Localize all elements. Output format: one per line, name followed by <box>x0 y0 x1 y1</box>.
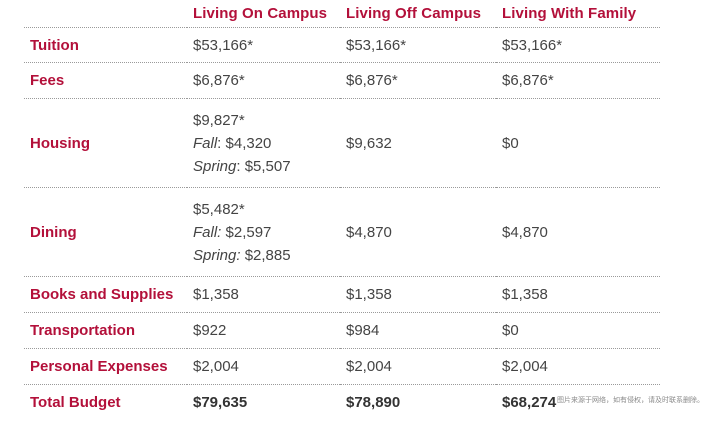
cell-dining-on-campus: $5,482* Fall: $2,597 Spring: $2,885 <box>187 187 340 277</box>
dining-spring-value: $2,885 <box>240 246 291 264</box>
table-row-tuition: Tuition $53,166* $53,166* $53,166* <box>24 27 660 63</box>
cell-books-off-campus: $1,358 <box>340 276 496 313</box>
housing-total: $9,827* <box>193 111 245 129</box>
table-row-books-and-supplies: Books and Supplies $1,358 $1,358 $1,358 <box>24 276 660 313</box>
cell-total-off-campus: $78,890 <box>346 394 401 412</box>
cell-dining-with-family: $4,870 <box>496 187 660 277</box>
table-row-total-budget: Total Budget $79,635 $78,890 $68,274 <box>24 385 660 421</box>
header-blank <box>24 0 187 28</box>
housing-spring-label: Spring <box>193 157 237 175</box>
cost-of-attendance-table: Living On Campus Living Off Campus Livin… <box>24 0 660 421</box>
dining-spring-label: Spring: <box>193 246 241 264</box>
cell-fees-on-campus: $6,876* <box>187 62 340 99</box>
cell-fees-with-family: $6,876* <box>496 62 660 99</box>
table-row-transportation: Transportation $922 $984 $0 <box>24 312 660 349</box>
header-living-with-family: Living With Family <box>496 0 660 28</box>
header-living-on-campus: Living On Campus <box>187 0 340 28</box>
dining-spring-line: Spring: $2,885 <box>193 244 340 267</box>
cell-tuition-off-campus: $53,166* <box>340 27 496 63</box>
cell-personal-with-family: $2,004 <box>496 348 660 385</box>
dining-total: $5,482* <box>193 200 245 218</box>
table-row-personal-expenses: Personal Expenses $2,004 $2,004 $2,004 <box>24 348 660 385</box>
cell-dining-off-campus: $4,870 <box>340 187 496 277</box>
row-label-housing: Housing <box>24 98 187 188</box>
watermark-text: 图片来源于网络，如有侵权，请及时联系删除。 <box>557 396 704 404</box>
cell-tuition-with-family: $53,166* <box>496 27 660 63</box>
row-label-books-and-supplies: Books and Supplies <box>24 276 187 313</box>
row-label-total-budget: Total Budget <box>30 394 121 412</box>
row-label-dining: Dining <box>24 187 187 277</box>
table-row-housing: Housing $9,827* Fall: $4,320 Spring: $5,… <box>24 98 660 188</box>
cell-personal-on-campus: $2,004 <box>187 348 340 385</box>
housing-spring-line: Spring: $5,507 <box>193 155 340 178</box>
table-row-fees: Fees $6,876* $6,876* $6,876* <box>24 62 660 99</box>
cell-housing-on-campus: $9,827* Fall: $4,320 Spring: $5,507 <box>187 98 340 188</box>
dining-fall-line: Fall: $2,597 <box>193 221 340 244</box>
housing-spring-value: : $5,507 <box>236 157 291 175</box>
cell-housing-with-family: $0 <box>496 98 660 188</box>
dining-fall-value: $2,597 <box>221 223 272 241</box>
cell-tuition-on-campus: $53,166* <box>187 27 340 63</box>
housing-fall-value: : $4,320 <box>217 134 272 152</box>
cell-total-on-campus: $79,635 <box>193 394 248 412</box>
table-row-dining: Dining $5,482* Fall: $2,597 Spring: $2,8… <box>24 187 660 277</box>
table-header-row: Living On Campus Living Off Campus Livin… <box>24 0 660 28</box>
cell-transportation-with-family: $0 <box>496 312 660 349</box>
housing-fall-line: Fall: $4,320 <box>193 132 340 155</box>
row-label-fees: Fees <box>24 62 187 99</box>
row-label-personal-expenses: Personal Expenses <box>24 348 187 385</box>
cell-transportation-off-campus: $984 <box>340 312 496 349</box>
cell-books-on-campus: $1,358 <box>187 276 340 313</box>
cell-total-with-family: $68,274 <box>502 394 557 412</box>
housing-fall-label: Fall <box>193 134 218 152</box>
cell-personal-off-campus: $2,004 <box>340 348 496 385</box>
cell-books-with-family: $1,358 <box>496 276 660 313</box>
row-label-transportation: Transportation <box>24 312 187 349</box>
cell-fees-off-campus: $6,876* <box>340 62 496 99</box>
row-label-tuition: Tuition <box>24 27 187 63</box>
header-living-off-campus: Living Off Campus <box>340 0 496 28</box>
cell-housing-off-campus: $9,632 <box>340 98 496 188</box>
cell-transportation-on-campus: $922 <box>187 312 340 349</box>
dining-fall-label: Fall: <box>193 223 222 241</box>
